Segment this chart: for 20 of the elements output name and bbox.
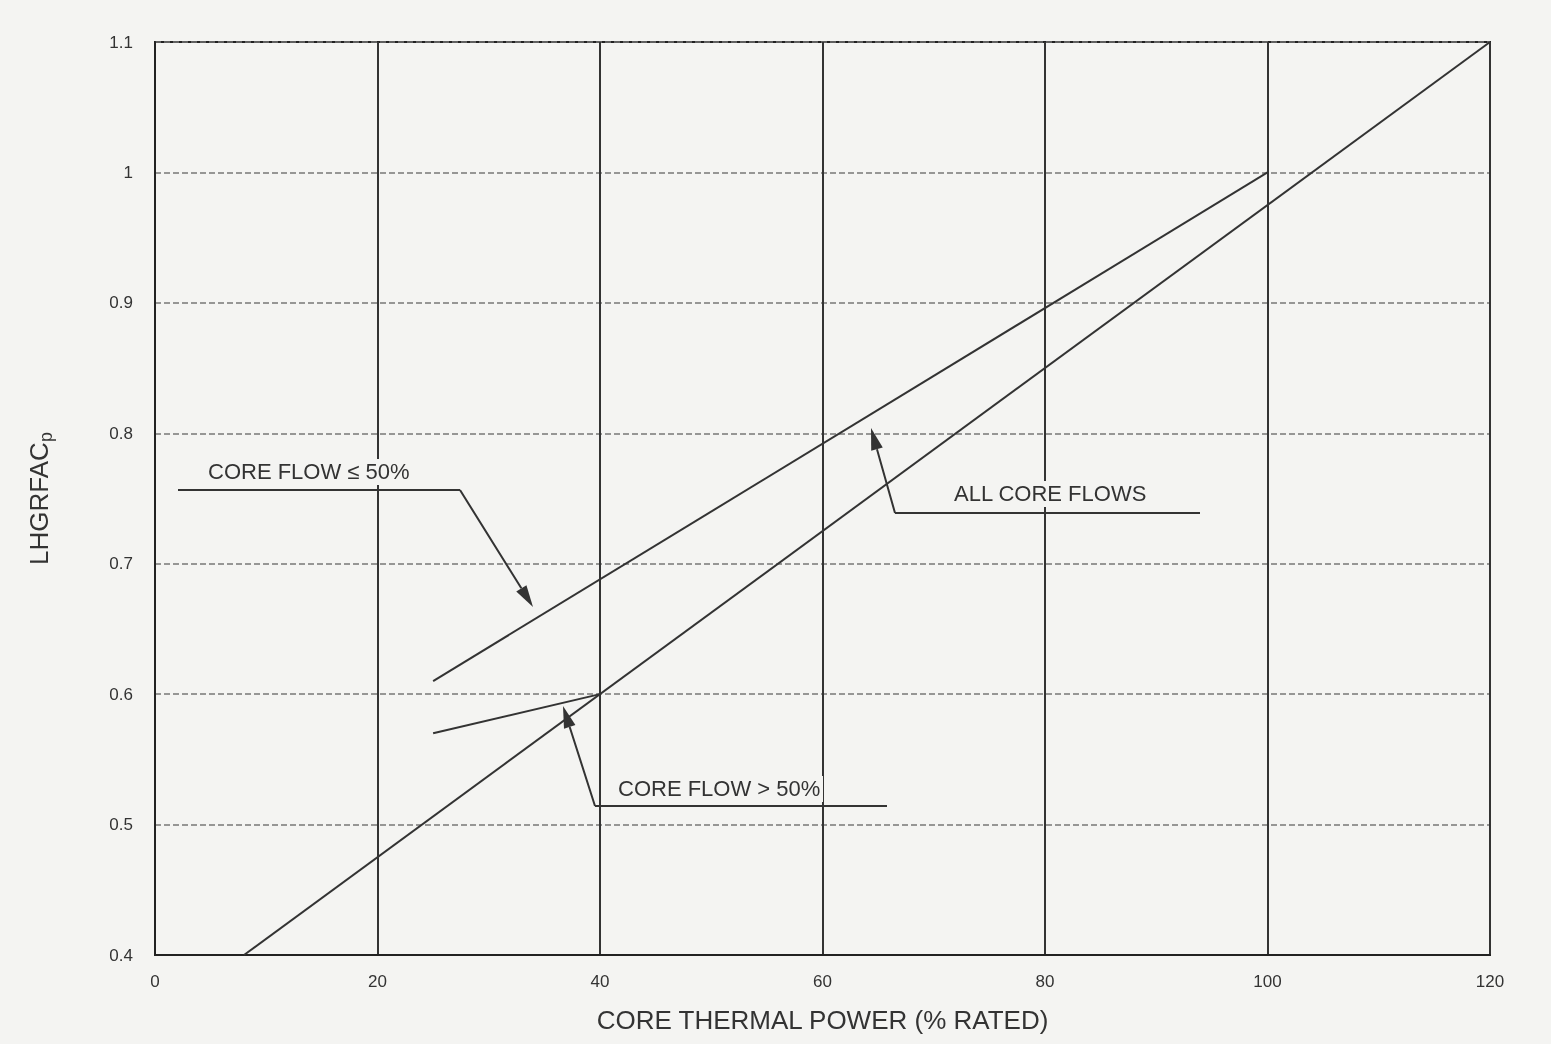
annotation: CORE FLOW ≤ 50% <box>205 459 413 485</box>
x-tick-label: 100 <box>1253 972 1282 991</box>
y-tick-label: 1.1 <box>109 32 133 52</box>
y-tick-label: 0.4 <box>109 945 133 965</box>
y-tick-label: 0.8 <box>109 423 133 443</box>
x-tick-label: 80 <box>1035 972 1055 991</box>
x-axis-title: CORE THERMAL POWER (% RATED) <box>596 1005 1049 1035</box>
x-tick-label: 120 <box>1475 972 1505 991</box>
x-tick-label: 60 <box>813 972 832 991</box>
y-tick-label: 1 <box>123 162 133 182</box>
annotation: ALL CORE FLOWS <box>951 481 1150 507</box>
x-tick-label: 40 <box>590 972 610 991</box>
x-tick-label: 0 <box>150 972 160 991</box>
annotation: CORE FLOW > 50% <box>615 776 824 802</box>
y-axis-title: LHGRFACp <box>24 432 56 565</box>
y-tick-label: 0.7 <box>109 554 133 574</box>
y-tick-label: 0.5 <box>109 815 133 835</box>
x-tick-label: 20 <box>368 972 387 991</box>
y-tick-label: 0.9 <box>109 293 133 313</box>
y-tick-label: 0.6 <box>109 684 133 704</box>
